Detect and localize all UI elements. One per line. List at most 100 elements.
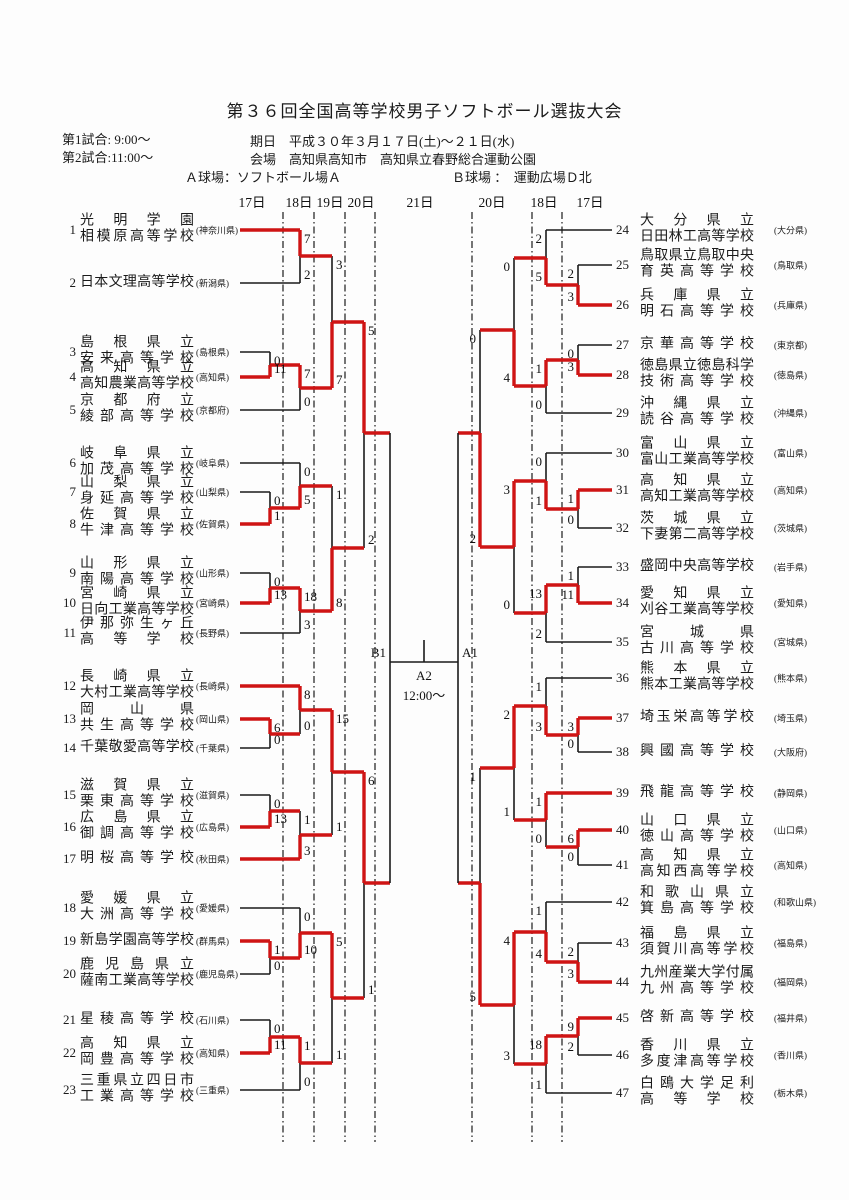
team-name: 高知県立 高知工業高等学校	[640, 473, 754, 505]
svg-text:10: 10	[304, 942, 317, 957]
svg-text:0: 0	[304, 718, 311, 733]
team-prefecture: (三重県)	[196, 1085, 229, 1096]
svg-text:3: 3	[504, 482, 511, 497]
svg-text:5: 5	[368, 323, 375, 338]
svg-text:6: 6	[368, 773, 375, 788]
team-name: 岡山県 共生高等学校	[80, 702, 194, 734]
team-name: 千葉敬愛高等学校	[80, 739, 194, 755]
team-seed: 18	[63, 899, 76, 915]
team-prefecture: (熊本県)	[774, 673, 807, 684]
svg-text:2: 2	[568, 1039, 575, 1054]
team-name: 高知県立 岡豊高等学校	[80, 1036, 194, 1068]
team-prefecture: (愛媛県)	[196, 903, 229, 914]
team-seed: 41	[616, 856, 629, 872]
svg-text:2: 2	[470, 531, 477, 546]
team-prefecture: (和歌山県)	[774, 897, 816, 908]
team-prefecture: (兵庫県)	[774, 300, 807, 311]
svg-text:3: 3	[304, 843, 311, 858]
team-prefecture: (福井県)	[774, 1013, 807, 1024]
svg-text:13: 13	[274, 811, 287, 826]
team-seed: 7	[69, 483, 77, 499]
team-seed: 29	[616, 404, 629, 420]
svg-text:19日: 19日	[317, 195, 344, 210]
team-name: 星稜高等学校	[80, 1011, 194, 1027]
team-seed: 4	[69, 368, 77, 384]
event-date: 期日 平成３０年３月１７日(土)～２１日(水)	[250, 134, 515, 149]
team-prefecture: (岩手県)	[774, 562, 807, 573]
svg-text:0: 0	[568, 512, 575, 527]
team-name: 富山県立 富山工業高等学校	[640, 436, 754, 468]
game1-time: 第1試合: 9:00～	[62, 132, 151, 147]
team-seed: 31	[616, 481, 629, 497]
team-name: 京都府立 綾部高等学校	[80, 393, 194, 425]
team-prefecture: (岐阜県)	[196, 458, 229, 469]
svg-text:0: 0	[504, 259, 511, 274]
svg-text:2: 2	[304, 267, 311, 282]
team-prefecture: (山口県)	[774, 825, 807, 836]
svg-text:3: 3	[568, 719, 575, 734]
svg-text:0: 0	[470, 331, 477, 346]
svg-text:1: 1	[536, 903, 543, 918]
team-name: 大分県立 日田林工高等学校	[640, 213, 754, 245]
team-seed: 8	[69, 515, 77, 531]
svg-text:1: 1	[568, 568, 575, 583]
svg-text:1: 1	[336, 487, 343, 502]
team-name: 岐阜県立 加茂高等学校	[80, 446, 194, 478]
team-seed: 6	[69, 454, 77, 470]
team-seed: 26	[616, 296, 629, 312]
svg-text:2: 2	[568, 266, 575, 281]
team-name: 山梨県立 身延高等学校	[80, 475, 194, 507]
team-seed: 5	[69, 401, 77, 417]
team-prefecture: (富山県)	[774, 448, 807, 459]
svg-text:1: 1	[568, 491, 575, 506]
team-prefecture: (東京都)	[774, 340, 807, 351]
team-name: 明桜高等学校	[80, 850, 194, 866]
team-seed: 32	[616, 519, 629, 535]
svg-text:1: 1	[536, 679, 543, 694]
svg-text:2: 2	[568, 944, 575, 959]
team-seed: 43	[616, 934, 629, 950]
team-seed: 15	[63, 786, 76, 802]
svg-text:7: 7	[336, 372, 343, 387]
svg-text:1: 1	[536, 1077, 543, 1092]
svg-text:8: 8	[304, 687, 311, 702]
team-name: 鳥取県立鳥取中央 育英高等学校	[640, 248, 754, 280]
svg-text:2: 2	[504, 707, 511, 722]
svg-text:0: 0	[274, 574, 281, 589]
team-name: 京華高等学校	[640, 336, 754, 352]
team-name: 島根県立 安来高等学校	[80, 335, 194, 367]
team-name: 三重県立四日市 工業高等学校	[80, 1073, 194, 1105]
team-seed: 44	[616, 973, 629, 989]
svg-text:0: 0	[274, 1021, 281, 1036]
team-prefecture: (高知県)	[774, 485, 807, 496]
svg-text:1: 1	[274, 508, 281, 523]
svg-text:A2: A2	[416, 668, 432, 683]
team-name: 愛媛県立 大洲高等学校	[80, 891, 194, 923]
svg-text:1: 1	[274, 942, 281, 957]
svg-text:5: 5	[336, 934, 343, 949]
svg-text:11: 11	[274, 1037, 287, 1052]
team-prefecture: (島根県)	[196, 347, 229, 358]
team-name: 伊那弥生ヶ丘 高等学校	[80, 616, 194, 648]
team-prefecture: (大分県)	[774, 225, 807, 236]
team-seed: 46	[616, 1046, 629, 1062]
team-prefecture: (宮崎県)	[196, 598, 229, 609]
team-name: 宮城県 古川高等学校	[640, 625, 754, 657]
svg-text:6: 6	[568, 831, 575, 846]
team-name: 日本文理高等学校	[80, 274, 194, 290]
svg-text:1: 1	[536, 493, 543, 508]
svg-text:0: 0	[536, 831, 543, 846]
team-prefecture: (新潟県)	[196, 278, 229, 289]
team-name: 盛岡中央高等学校	[640, 558, 754, 574]
svg-text:1: 1	[504, 804, 511, 819]
team-prefecture: (鹿児島県)	[196, 969, 238, 980]
field-a-label: Ａ球場：ソフトボール場Ａ	[185, 170, 342, 185]
svg-text:3: 3	[536, 719, 543, 734]
team-name: 白鴎大学足利 高等学校	[640, 1076, 754, 1108]
svg-text:0: 0	[536, 397, 543, 412]
team-seed: 16	[63, 818, 76, 834]
svg-text:0: 0	[568, 346, 575, 361]
team-name: 宮崎県立 日向工業高等学校	[80, 586, 194, 618]
team-name: 埼玉栄高等学校	[640, 709, 754, 725]
